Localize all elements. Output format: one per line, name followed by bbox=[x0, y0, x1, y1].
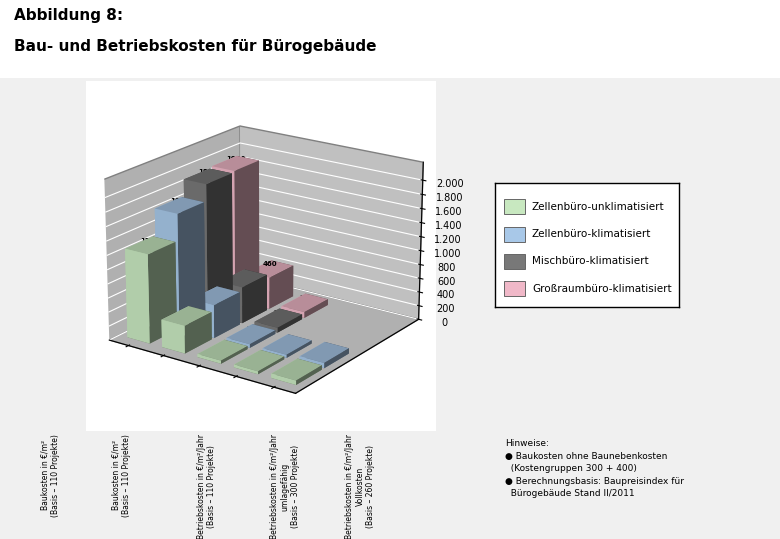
Bar bbox=[505, 226, 525, 241]
Text: Betriebskosten in €/m²/Jahr
Vollkosten
(Basis – 260 Projekte): Betriebskosten in €/m²/Jahr Vollkosten (… bbox=[346, 434, 375, 539]
Bar bbox=[505, 254, 525, 269]
Bar bbox=[505, 199, 525, 214]
Text: Mischbüro-klimatisiert: Mischbüro-klimatisiert bbox=[532, 257, 649, 266]
Text: Hinweise:
● Baukosten ohne Baunebenkosten
  (Kostengruppen 300 + 400)
● Berechnu: Hinweise: ● Baukosten ohne Baunebenkoste… bbox=[505, 439, 684, 498]
Text: Abbildung 8:: Abbildung 8: bbox=[14, 8, 123, 23]
Text: Bau- und Betriebskosten für Bürogebäude: Bau- und Betriebskosten für Bürogebäude bbox=[14, 39, 377, 54]
Bar bbox=[505, 281, 525, 296]
FancyArrow shape bbox=[689, 18, 755, 74]
Text: Zellenbüro-klimatisiert: Zellenbüro-klimatisiert bbox=[532, 229, 651, 239]
Text: Großraumbüro-klimatisiert: Großraumbüro-klimatisiert bbox=[532, 284, 672, 294]
Text: Zellenbüro-unklimatisiert: Zellenbüro-unklimatisiert bbox=[532, 202, 665, 212]
Text: Betriebskosten in €/m²/Jahr
(Basis – 110 Projekte): Betriebskosten in €/m²/Jahr (Basis – 110… bbox=[197, 434, 216, 539]
Text: Betriebskosten in €/m²/Jahr
umlagefähig
(Basis – 300 Projekte): Betriebskosten in €/m²/Jahr umlagefähig … bbox=[270, 434, 300, 539]
Text: Baukosten in €/m²
(Basis – 110 Projekte): Baukosten in €/m² (Basis – 110 Projekte) bbox=[112, 434, 130, 517]
Text: Baukosten in €/m²
(Basis – 110 Projekte): Baukosten in €/m² (Basis – 110 Projekte) bbox=[41, 434, 60, 517]
